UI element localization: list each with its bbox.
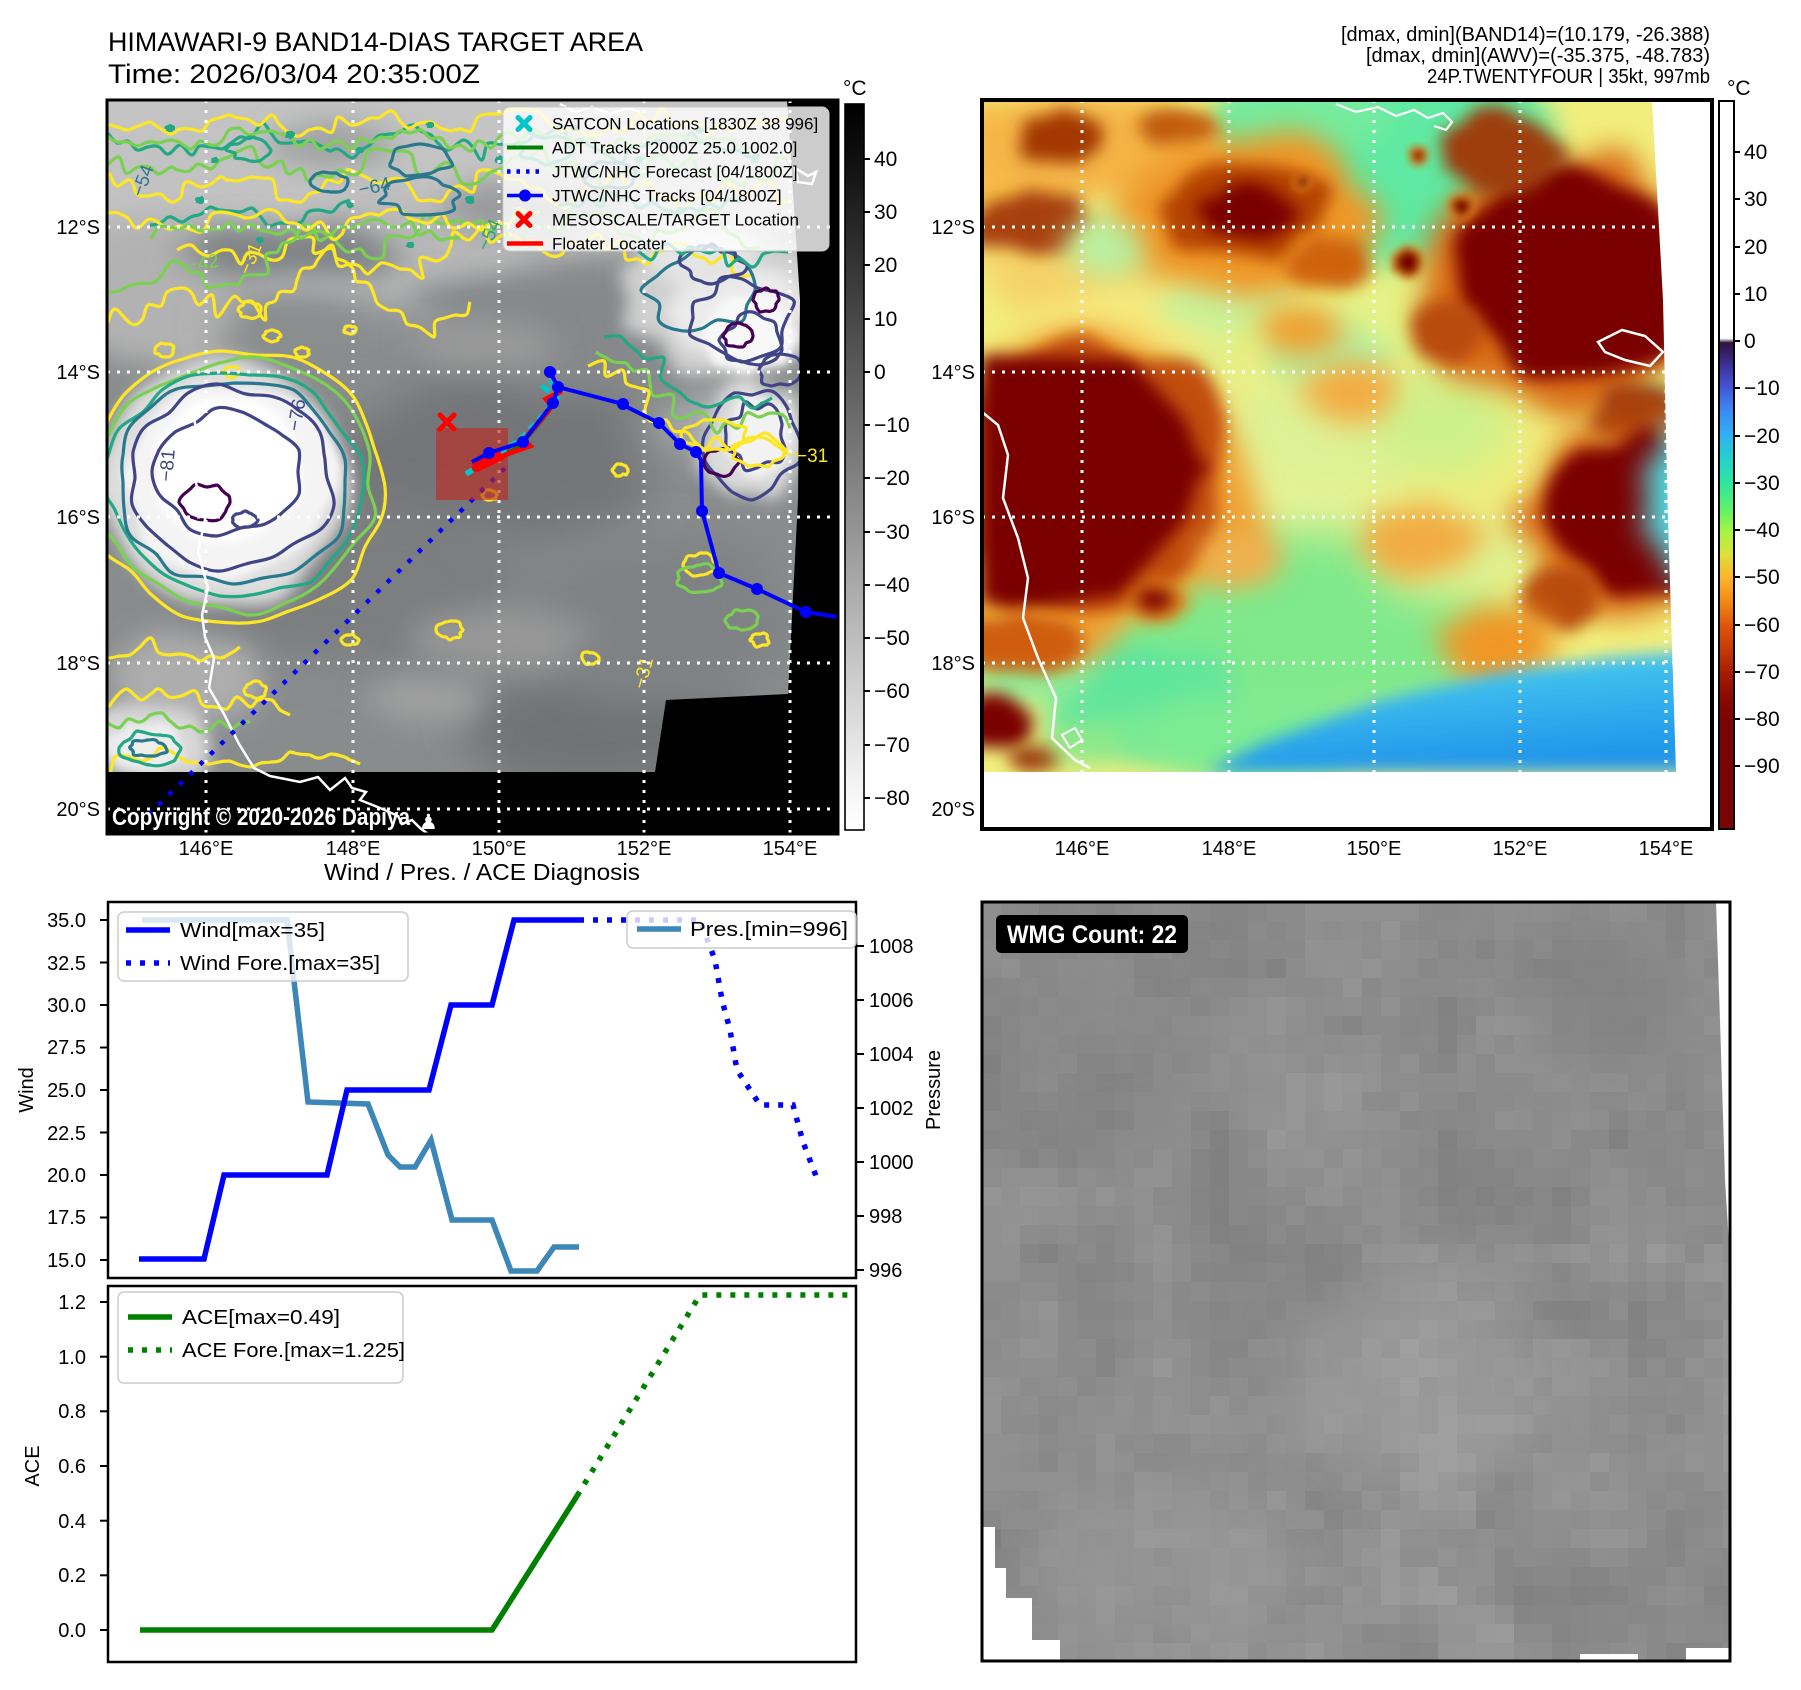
svg-text:16°S: 16°S	[56, 507, 100, 529]
svg-text:18°S: 18°S	[931, 653, 975, 675]
svg-text:20°S: 20°S	[56, 799, 100, 821]
svg-text:1004: 1004	[869, 1044, 914, 1066]
svg-text:20°S: 20°S	[931, 799, 975, 821]
svg-text:−50: −50	[1744, 566, 1780, 589]
svg-text:35.0: 35.0	[47, 910, 86, 932]
svg-text:ACE: ACE	[22, 1445, 44, 1486]
svg-text:22.5: 22.5	[47, 1123, 86, 1145]
svg-text:12°S: 12°S	[931, 217, 975, 239]
svg-text:−80: −80	[874, 787, 910, 810]
svg-text:152°E: 152°E	[617, 838, 672, 860]
svg-text:JTWC/NHC Tracks [04/1800Z]: JTWC/NHC Tracks [04/1800Z]	[552, 187, 782, 206]
svg-text:27.5: 27.5	[47, 1037, 86, 1059]
svg-text:0: 0	[874, 361, 886, 384]
svg-text:Wind / Pres. / ACE Diagnosis: Wind / Pres. / ACE Diagnosis	[324, 859, 640, 885]
svg-text:24P.TWENTYFOUR | 35kt, 997mb: 24P.TWENTYFOUR | 35kt, 997mb	[1427, 65, 1710, 88]
svg-text:146°E: 146°E	[179, 838, 234, 860]
svg-text:WMG Count: 22: WMG Count: 22	[1007, 921, 1177, 949]
svg-text:−30: −30	[1744, 472, 1780, 495]
svg-text:−81: −81	[156, 448, 180, 482]
svg-text:−60: −60	[874, 680, 910, 703]
svg-text:25.0: 25.0	[47, 1080, 86, 1102]
svg-text:0.8: 0.8	[58, 1401, 86, 1423]
svg-text:14°S: 14°S	[931, 362, 975, 384]
svg-text:30: 30	[874, 201, 897, 224]
svg-text:150°E: 150°E	[1347, 838, 1402, 860]
svg-text:0: 0	[1744, 330, 1756, 353]
svg-text:16°S: 16°S	[931, 507, 975, 529]
svg-text:ADT Tracks [2000Z 25.0 1002.0]: ADT Tracks [2000Z 25.0 1002.0]	[552, 139, 797, 158]
svg-text:150°E: 150°E	[472, 838, 527, 860]
svg-text:30: 30	[1744, 188, 1767, 211]
svg-text:1000: 1000	[869, 1152, 914, 1174]
svg-text:14°S: 14°S	[56, 362, 100, 384]
svg-text:30.0: 30.0	[47, 995, 86, 1017]
svg-text:20: 20	[1744, 236, 1767, 259]
svg-text:12°S: 12°S	[56, 217, 100, 239]
svg-text:154°E: 154°E	[763, 838, 818, 860]
svg-text:Wind Fore.[max=35]: Wind Fore.[max=35]	[180, 953, 380, 975]
svg-text:998: 998	[869, 1206, 902, 1228]
svg-text:40: 40	[1744, 141, 1767, 164]
svg-text:152°E: 152°E	[1493, 838, 1548, 860]
svg-text:−70: −70	[874, 734, 910, 757]
svg-text:°C: °C	[1727, 77, 1751, 100]
svg-text:−70: −70	[1744, 661, 1780, 684]
svg-text:−31: −31	[796, 446, 828, 467]
svg-text:ACE[max=0.49]: ACE[max=0.49]	[182, 1307, 340, 1329]
svg-text:−40: −40	[874, 574, 910, 597]
svg-text:−50: −50	[874, 627, 910, 650]
svg-text:−20: −20	[874, 467, 910, 490]
svg-text:JTWC/NHC Forecast [04/1800Z]: JTWC/NHC Forecast [04/1800Z]	[552, 163, 798, 182]
svg-text:10: 10	[1744, 283, 1767, 306]
svg-text:−80: −80	[1744, 708, 1780, 731]
svg-text:−90: −90	[1744, 755, 1780, 778]
svg-text:148°E: 148°E	[1202, 838, 1257, 860]
svg-text:[dmax, dmin](AWV)=(-35.375, -4: [dmax, dmin](AWV)=(-35.375, -48.783)	[1366, 44, 1710, 67]
svg-text:40: 40	[874, 148, 897, 171]
svg-text:0.4: 0.4	[58, 1511, 86, 1533]
svg-text:−20: −20	[1744, 425, 1780, 448]
svg-text:−60: −60	[1744, 614, 1780, 637]
svg-text:1006: 1006	[869, 990, 914, 1012]
svg-text:Wind[max=35]: Wind[max=35]	[180, 920, 325, 942]
svg-text:−10: −10	[1744, 377, 1780, 400]
svg-text:10: 10	[874, 308, 897, 331]
svg-text:ACE Fore.[max=1.225]: ACE Fore.[max=1.225]	[182, 1340, 405, 1362]
svg-text:1008: 1008	[869, 936, 914, 958]
svg-text:17.5: 17.5	[47, 1207, 86, 1229]
svg-text:Wind: Wind	[16, 1067, 38, 1113]
svg-text:0.0: 0.0	[58, 1620, 86, 1642]
svg-text:1.2: 1.2	[58, 1292, 86, 1314]
svg-text:[dmax, dmin](BAND14)=(10.179,: [dmax, dmin](BAND14)=(10.179, -26.388)	[1341, 23, 1710, 46]
svg-text:15.0: 15.0	[47, 1250, 86, 1272]
svg-text:20: 20	[874, 254, 897, 277]
svg-text:1002: 1002	[869, 1098, 914, 1120]
svg-text:32.5: 32.5	[47, 953, 86, 975]
svg-text:Pres.[min=996]: Pres.[min=996]	[690, 919, 848, 941]
svg-text:996: 996	[869, 1260, 902, 1282]
svg-text:18°S: 18°S	[56, 653, 100, 675]
svg-text:MESOSCALE/TARGET Location: MESOSCALE/TARGET Location	[552, 211, 799, 230]
svg-text:−10: −10	[874, 414, 910, 437]
svg-text:Time: 2026/03/04 20:35:00Z: Time: 2026/03/04 20:35:00Z	[108, 59, 480, 89]
svg-text:−40: −40	[1744, 519, 1780, 542]
svg-text:HIMAWARI-9 BAND14-DIAS TARGET: HIMAWARI-9 BAND14-DIAS TARGET AREA	[108, 27, 643, 57]
svg-text:°C: °C	[843, 77, 867, 100]
svg-text:♟: ♟	[419, 811, 438, 834]
svg-text:0.6: 0.6	[58, 1456, 86, 1478]
svg-text:20.0: 20.0	[47, 1165, 86, 1187]
svg-text:Floater Locater: Floater Locater	[552, 235, 667, 254]
svg-text:Copyright © 2020-2026 Dapiya: Copyright © 2020-2026 Dapiya	[112, 804, 411, 831]
svg-text:1.0: 1.0	[58, 1347, 86, 1369]
svg-text:148°E: 148°E	[326, 838, 381, 860]
svg-text:−30: −30	[874, 521, 910, 544]
svg-text:0.2: 0.2	[58, 1565, 86, 1587]
svg-text:154°E: 154°E	[1639, 838, 1694, 860]
svg-text:146°E: 146°E	[1055, 838, 1110, 860]
svg-text:Pressure: Pressure	[923, 1050, 945, 1130]
svg-text:SATCON Locations [1830Z 38 996: SATCON Locations [1830Z 38 996]	[552, 115, 818, 134]
